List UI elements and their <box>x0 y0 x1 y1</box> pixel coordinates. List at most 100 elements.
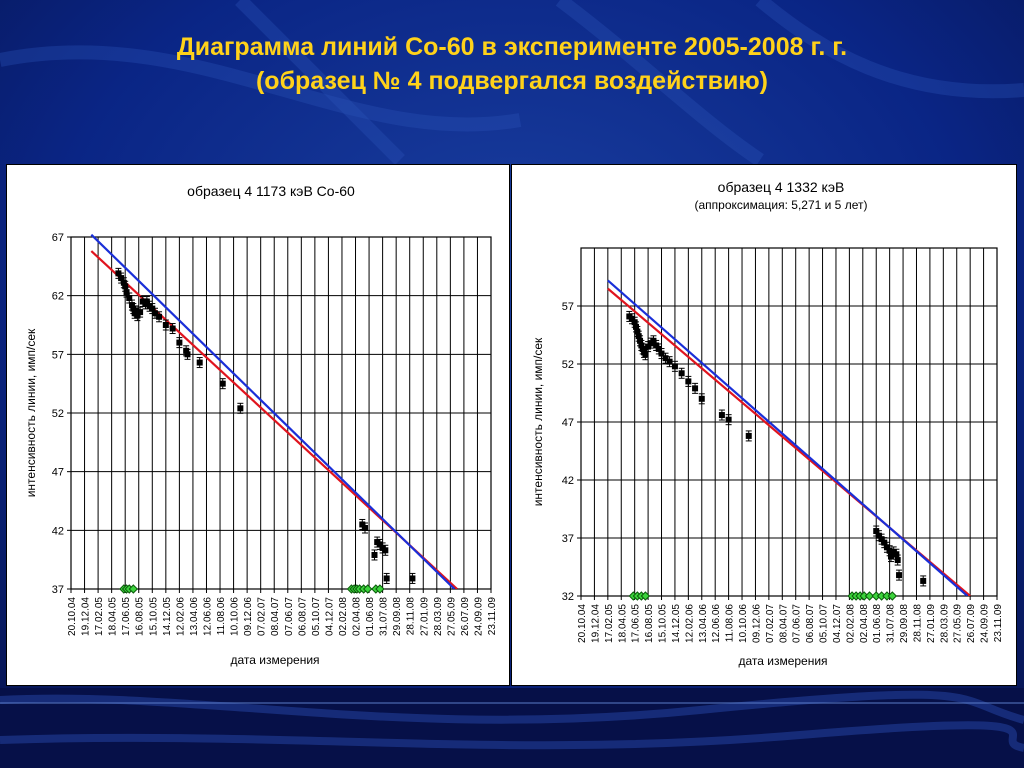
x-tick-label: 16.08.05 <box>135 597 146 636</box>
data-point <box>685 375 692 387</box>
grid-lines <box>580 248 998 597</box>
data-marker <box>718 412 725 419</box>
x-tick-label: 04.12.07 <box>324 597 335 636</box>
x-tick-label: 27.01.09 <box>926 604 937 643</box>
green-points <box>628 591 898 601</box>
data-marker <box>642 351 649 358</box>
x-tick-label: 17.06.05 <box>631 604 642 643</box>
data-marker <box>382 547 389 554</box>
x-tick-label: 26.07.09 <box>460 597 471 636</box>
x-tick-label: 06.08.07 <box>297 597 308 636</box>
data-marker <box>183 347 190 354</box>
y-tick-label: 47 <box>562 417 574 429</box>
chart-1332-kev: образец 4 1332 кэВ (аппроксимация: 5,271 … <box>531 179 1004 668</box>
data-point <box>169 323 176 335</box>
x-tick-label: 18.04.05 <box>617 604 628 643</box>
y-tick-label: 37 <box>562 533 574 545</box>
x-tick-label: 06.08.07 <box>805 604 816 643</box>
data-point <box>894 554 901 566</box>
slide-title-line-1: Диаграмма линий Со-60 в эксперименте 200… <box>176 33 848 61</box>
x-tick-label: 08.04.07 <box>778 604 789 643</box>
data-marker <box>123 289 130 296</box>
chart-subtitle: (аппроксимация: 5,271 и 5 лет) <box>695 198 868 212</box>
data-marker <box>920 577 927 584</box>
x-tick-label: 13.04.06 <box>698 604 709 643</box>
green-marker <box>640 591 651 601</box>
x-tick-label: 28.03.09 <box>433 597 444 636</box>
x-tick-label: 31.07.08 <box>379 597 390 636</box>
green-marker <box>128 584 139 594</box>
x-tick-label: 29.09.08 <box>392 597 403 636</box>
x-tick-label: 19.12.04 <box>590 604 601 643</box>
data-point <box>156 311 163 323</box>
y-tick-label: 32 <box>562 591 574 603</box>
x-tick-label: 28.11.08 <box>406 597 417 636</box>
data-marker <box>152 310 158 317</box>
data-point <box>196 357 203 369</box>
data-marker <box>896 572 903 579</box>
x-tick-label: 20.10.04 <box>67 597 78 636</box>
y-tick-label: 62 <box>52 291 64 303</box>
chart-title: образец 4 1173 кэВ Со-60 <box>187 183 355 199</box>
x-tick-label: 17.06.05 <box>121 597 132 636</box>
x-tick-label: 01.06.08 <box>365 597 376 636</box>
slide-title: Диаграмма линий Со-60 в эксперименте 200… <box>0 30 1024 98</box>
data-marker <box>886 547 893 554</box>
data-point <box>409 572 416 584</box>
data-marker <box>698 395 705 402</box>
x-tick-label: 27.01.09 <box>419 597 430 636</box>
x-tick-label: 02.04.08 <box>859 604 870 643</box>
data-marker <box>894 557 901 564</box>
y-tick-label: 47 <box>52 467 64 479</box>
data-marker <box>156 313 163 320</box>
x-tick-label: 02.02.08 <box>338 597 349 636</box>
x-tick-label: 05.10.07 <box>819 604 830 643</box>
data-point <box>184 348 191 360</box>
data-point <box>666 356 673 368</box>
chart-1173-kev: образец 4 1173 кэВ Со-60 37 42 47 52 57 62 67 20… <box>24 183 498 667</box>
data-marker <box>359 521 366 528</box>
data-points <box>626 310 927 587</box>
slide-title-line-2: (образец № 4 подвергался воздействию) <box>255 67 769 95</box>
data-marker <box>725 416 732 423</box>
x-tick-label: 13.04.06 <box>189 597 200 636</box>
data-marker <box>128 302 135 309</box>
data-marker <box>184 351 191 358</box>
data-marker <box>196 359 203 366</box>
x-tick-label: 29.09.08 <box>899 604 910 643</box>
data-marker <box>371 551 378 558</box>
x-tick-label: 07.02.07 <box>765 604 776 643</box>
data-marker <box>653 342 660 349</box>
data-marker <box>883 544 890 551</box>
x-tick-label: 17.02.05 <box>604 604 615 643</box>
data-point <box>678 367 685 379</box>
x-tick-label: 11.08.06 <box>216 597 227 636</box>
green-marker <box>887 591 898 601</box>
x-tick-label: 09.12.06 <box>751 604 762 643</box>
chart-title: образец 4 1332 кэВ <box>718 179 845 195</box>
y-tick-label: 67 <box>52 232 64 244</box>
fit-line-blue <box>90 233 456 589</box>
data-marker <box>162 322 169 328</box>
x-tick-label: 04.12.07 <box>832 604 843 643</box>
x-tick-label: 12.02.06 <box>684 604 695 643</box>
x-tick-label: 16.08.05 <box>644 604 655 643</box>
x-tick-label: 07.06.07 <box>284 597 295 636</box>
green-marker <box>864 591 875 601</box>
x-tick-label: 08.04.07 <box>270 597 281 636</box>
data-point <box>718 409 725 421</box>
x-tick-label: 18.04.05 <box>108 597 119 636</box>
data-marker <box>409 575 416 582</box>
x-tick-label: 14.12.05 <box>671 604 682 643</box>
chart-panel-1173: образец 4 1173 кэВ Со-60 37 42 47 52 57 62 67 20… <box>6 164 510 686</box>
x-tick-label: 17.02.05 <box>94 597 105 636</box>
data-marker <box>692 385 699 392</box>
data-point <box>692 382 699 394</box>
data-marker <box>219 380 226 387</box>
data-point <box>698 393 705 405</box>
x-tick-label: 10.10.06 <box>230 597 241 636</box>
x-tick-label: 19.12.04 <box>81 597 92 636</box>
x-tick-label: 28.03.09 <box>939 604 950 643</box>
data-marker <box>137 309 144 316</box>
data-marker <box>645 343 652 350</box>
